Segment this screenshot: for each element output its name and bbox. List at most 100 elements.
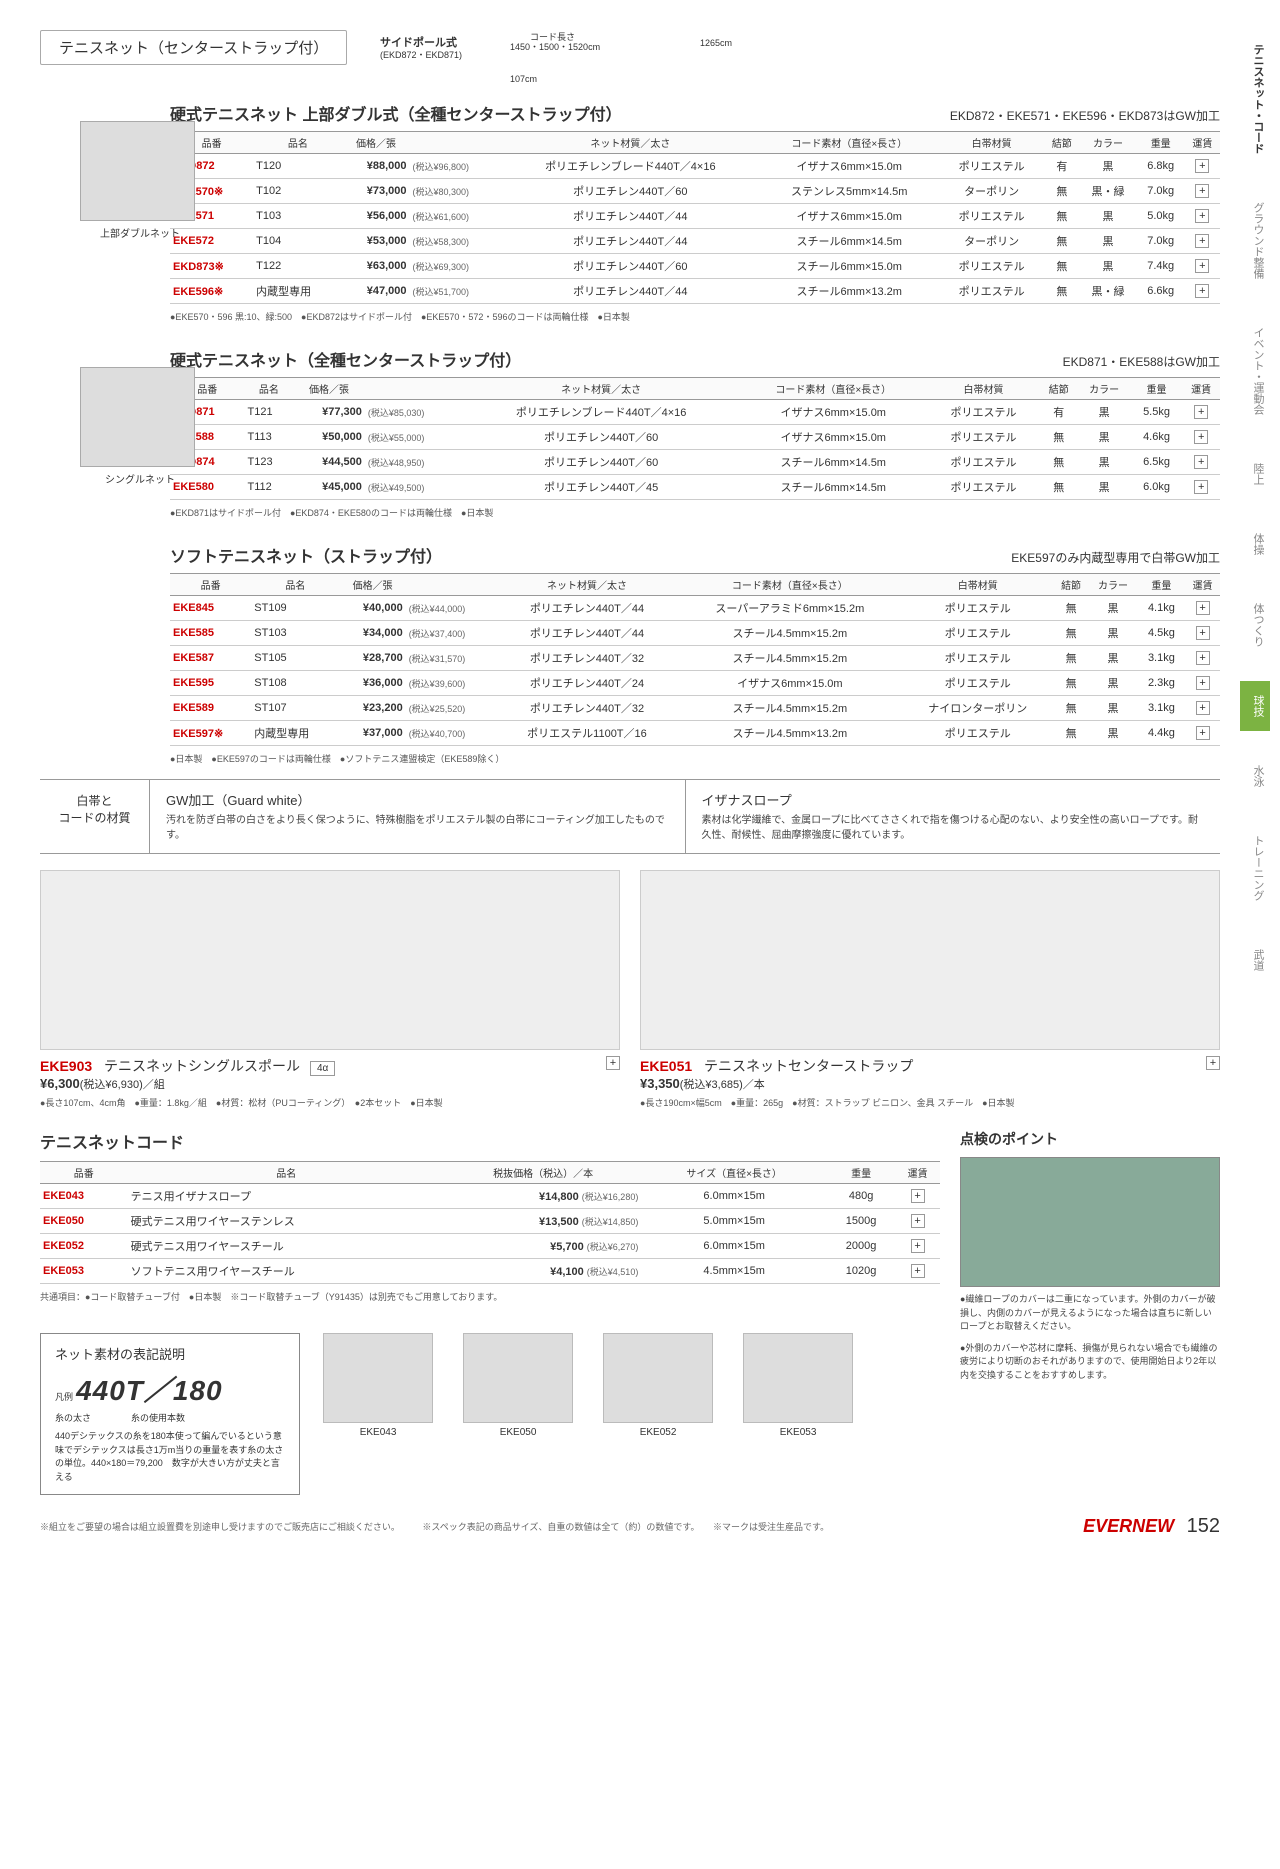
cell-weight: 3.1kg <box>1138 696 1186 721</box>
expand-button[interactable]: + <box>1196 701 1210 715</box>
cell-weight: 480g <box>827 1184 895 1209</box>
cell-weight: 4.4kg <box>1138 721 1186 746</box>
cell-weight: 4.1kg <box>1138 596 1186 621</box>
section-title: 硬式テニスネット 上部ダブル式（全種センターストラップ付） <box>170 101 622 125</box>
product-card-strap: EKE051 テニスネットセンターストラップ + ¥3,350(税込¥3,685… <box>640 870 1220 1109</box>
sidebar-tab[interactable]: 球技 <box>1240 681 1270 731</box>
cord-section-title: テニスネットコード <box>40 1129 940 1153</box>
table-header: 重量 <box>1131 378 1183 400</box>
cell-material: ポリエチレン440T／44 <box>496 621 678 646</box>
product-table: 品番品名価格／張ネット材質／太さコード素材（直径×長さ）白帯材質結節カラー重量運… <box>170 131 1220 304</box>
table-header: 運賃 <box>1185 574 1220 596</box>
cell-price: ¥88,000 <box>343 154 410 179</box>
cell-code: EKE053 <box>40 1259 128 1284</box>
page-number: 152 <box>1187 1515 1220 1537</box>
table-row: EKD871T121¥77,300(税込¥85,030)ポリエチレンブレード44… <box>170 400 1220 425</box>
cell-weight: 3.1kg <box>1138 646 1186 671</box>
product-thumbnail <box>80 367 195 467</box>
sidebar-tab[interactable]: グラウンド整備 <box>1240 188 1270 293</box>
expand-button[interactable]: + <box>911 1264 925 1278</box>
cell-cord: イザナス6mm×15.0m <box>760 154 939 179</box>
cell-belt: ポリエステル <box>902 721 1054 746</box>
expand-button[interactable]: + <box>1195 259 1209 273</box>
cell-belt: ナイロンターポリン <box>902 696 1054 721</box>
sidebar-tab[interactable]: 体操 <box>1240 519 1270 569</box>
cell-cord: スチール4.5mm×15.2m <box>678 621 902 646</box>
sidebar-tab[interactable]: テニスネット・コード <box>1240 30 1270 168</box>
expand-button[interactable]: + <box>1194 405 1208 419</box>
expand-button[interactable]: + <box>1206 1056 1220 1070</box>
cell-material: ポリエチレン440T／24 <box>496 671 678 696</box>
table-header: 重量 <box>1138 574 1186 596</box>
cell-freight: + <box>1185 279 1220 304</box>
cell-freight: + <box>1182 425 1220 450</box>
expand-button[interactable]: + <box>911 1214 925 1228</box>
table-header: 重量 <box>827 1162 895 1184</box>
sidebar-tab[interactable]: トレーニング <box>1240 821 1270 915</box>
table-header: 税抜価格（税込）／本 <box>445 1162 641 1184</box>
cell-weight: 7.4kg <box>1137 254 1185 279</box>
expand-button[interactable]: + <box>911 1189 925 1203</box>
expand-button[interactable]: + <box>1196 601 1210 615</box>
cell-freight: + <box>1185 254 1220 279</box>
expand-button[interactable]: + <box>1195 234 1209 248</box>
expand-button[interactable]: + <box>1195 284 1209 298</box>
cell-freight: + <box>1185 621 1220 646</box>
cell-weight: 5.0kg <box>1137 204 1185 229</box>
cell-cord: スチール4.5mm×13.2m <box>678 721 902 746</box>
cell-tax: (税込¥55,000) <box>365 425 463 450</box>
cell-price: ¥23,200 <box>340 696 406 721</box>
expand-button[interactable]: + <box>1195 159 1209 173</box>
cell-price: ¥5,700 (税込¥6,270) <box>445 1234 641 1259</box>
table-header: コード素材（直径×長さ） <box>678 574 902 596</box>
diagram-height: 107cm <box>510 74 537 84</box>
table-row: EKE570※T102¥73,000(税込¥80,300)ポリエチレン440T／… <box>170 179 1220 204</box>
diagram-sub: (EKD872・EKD871) <box>380 48 462 61</box>
expand-button[interactable]: + <box>1194 480 1208 494</box>
expand-button[interactable]: + <box>606 1056 620 1070</box>
cell-cord: イザナス6mm×15.0m <box>760 204 939 229</box>
cell-price: ¥53,000 <box>343 229 410 254</box>
table-header: 価格／張 <box>343 132 410 154</box>
material-notation-box: ネット素材の表記説明 凡例 440T／180 糸の太さ 糸の使用本数 440デシ… <box>40 1333 300 1495</box>
sidebar-tab[interactable]: イベント・運動会 <box>1240 313 1270 429</box>
expand-button[interactable]: + <box>1196 626 1210 640</box>
cell-material: ポリエチレン440T／60 <box>463 425 740 450</box>
inspection-text-1: ●繊維ロープのカバーは二重になっています。外側のカバーが破損し、内側のカバーが見… <box>960 1293 1220 1334</box>
table-header: カラー <box>1088 574 1137 596</box>
expand-button[interactable]: + <box>1194 455 1208 469</box>
cell-material: ポリエチレン440T／44 <box>496 596 678 621</box>
expand-button[interactable]: + <box>1196 726 1210 740</box>
cell-knot: 無 <box>1040 475 1078 500</box>
cell-belt: ポリエステル <box>927 475 1040 500</box>
cell-material: ポリエチレン440T／60 <box>501 254 760 279</box>
expand-button[interactable]: + <box>911 1239 925 1253</box>
sidebar-tab[interactable]: 武道 <box>1240 935 1270 985</box>
expand-button[interactable]: + <box>1195 209 1209 223</box>
table-row: EKE595ST108¥36,000(税込¥39,600)ポリエチレン440T／… <box>170 671 1220 696</box>
cell-freight: + <box>1185 179 1220 204</box>
cell-price: ¥56,000 <box>343 204 410 229</box>
cell-price: ¥14,800 (税込¥16,280) <box>445 1184 641 1209</box>
expand-button[interactable]: + <box>1196 676 1210 690</box>
cell-name: テニス用イザナスロープ <box>128 1184 445 1209</box>
material-example: 440T／180 <box>76 1375 223 1406</box>
sidebar-tab[interactable]: 体つくり <box>1240 589 1270 661</box>
sidebar-tab[interactable]: 水泳 <box>1240 751 1270 801</box>
table-header: サイズ（直径×長さ） <box>641 1162 827 1184</box>
cell-name: ST109 <box>251 596 339 621</box>
cell-knot: 無 <box>1044 279 1079 304</box>
cell-name: T123 <box>245 450 294 475</box>
table-header: 品名 <box>128 1162 445 1184</box>
cell-price: ¥73,000 <box>343 179 410 204</box>
expand-button[interactable]: + <box>1195 184 1209 198</box>
sidebar-tab[interactable]: 陸上 <box>1240 449 1270 499</box>
cell-price: ¥36,000 <box>340 671 406 696</box>
expand-button[interactable]: + <box>1196 651 1210 665</box>
cell-code: EKE596※ <box>170 279 253 304</box>
product-thumbnail <box>80 121 195 221</box>
cell-knot: 無 <box>1054 646 1089 671</box>
table-row: EKE571T103¥56,000(税込¥61,600)ポリエチレン440T／4… <box>170 204 1220 229</box>
cell-tax: (税込¥25,520) <box>406 696 496 721</box>
expand-button[interactable]: + <box>1194 430 1208 444</box>
